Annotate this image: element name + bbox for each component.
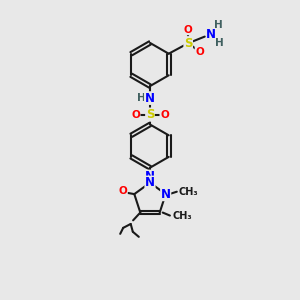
Text: CH₃: CH₃	[172, 211, 192, 220]
Text: O: O	[195, 46, 204, 57]
Text: H: H	[137, 93, 146, 103]
Text: O: O	[118, 186, 127, 196]
Text: N: N	[206, 28, 216, 41]
Text: N: N	[161, 188, 171, 201]
Text: N: N	[145, 170, 155, 183]
Text: CH₃: CH₃	[178, 187, 198, 197]
Text: O: O	[160, 110, 169, 120]
Text: S: S	[146, 108, 154, 121]
Text: O: O	[131, 110, 140, 120]
Text: H: H	[215, 38, 224, 48]
Text: O: O	[184, 25, 193, 35]
Text: N: N	[145, 176, 155, 189]
Text: N: N	[144, 92, 154, 105]
Text: H: H	[214, 20, 223, 30]
Text: S: S	[184, 37, 193, 50]
